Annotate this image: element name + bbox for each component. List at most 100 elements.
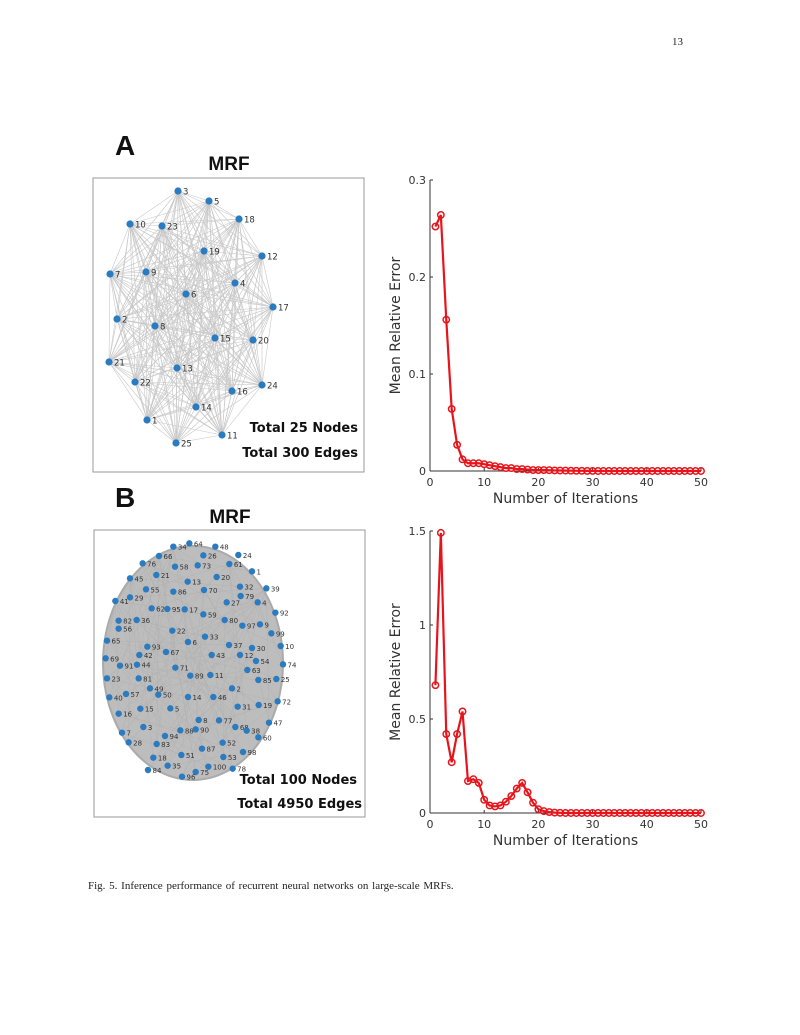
graph-node-label: 21 <box>161 572 170 580</box>
data-point <box>637 809 646 817</box>
graph-node <box>192 403 200 411</box>
graph-edge <box>208 200 263 257</box>
graph-edge <box>198 719 247 731</box>
graph-edge <box>129 223 274 308</box>
graph-node <box>174 187 182 195</box>
graph-edge <box>154 325 177 444</box>
data-point <box>642 467 651 475</box>
graph-edge <box>108 271 147 363</box>
graph-edge <box>146 384 263 421</box>
graph-node <box>115 625 122 632</box>
graph-edge <box>172 630 176 668</box>
graph-node-label: 16 <box>123 711 132 719</box>
y-axis-label: Mean Relative Error <box>388 256 404 394</box>
data-point <box>453 440 462 449</box>
graph-node-label: 24 <box>243 552 252 560</box>
graph-edge <box>161 225 274 308</box>
data-point <box>534 466 543 474</box>
graph-node-label: 23 <box>167 223 178 233</box>
graph-node <box>146 685 154 692</box>
x-tick-label: 20 <box>531 818 545 831</box>
graph-node-label: 12 <box>245 652 254 660</box>
graph-edge <box>218 701 278 721</box>
graph-edge <box>154 293 187 327</box>
graph-stat-edges: Total 4950 Edges <box>237 797 362 812</box>
graph-edge <box>106 640 230 646</box>
graph-node-label: 56 <box>123 626 132 634</box>
graph-edge <box>161 225 236 284</box>
graph-edge <box>105 600 116 659</box>
graph-node-label: 90 <box>200 726 209 734</box>
graph-edge <box>134 381 148 421</box>
graph-node <box>258 381 266 389</box>
graph-edge <box>185 255 263 295</box>
graph-edge <box>128 726 144 743</box>
graph-node-label: 39 <box>271 585 280 593</box>
graph-node-label: 3 <box>183 188 188 198</box>
data-point <box>577 466 586 475</box>
data-point <box>604 467 613 475</box>
graph-edge <box>145 271 274 308</box>
data-point <box>458 707 467 716</box>
graph-node <box>148 605 155 612</box>
graph-edge <box>109 223 131 275</box>
graph-node-label: 3 <box>148 724 152 732</box>
graph-node-label: 1 <box>257 568 261 576</box>
graph-node <box>115 710 122 717</box>
graph-node <box>139 560 146 567</box>
data-point <box>621 467 630 475</box>
graph-node-label: 18 <box>244 216 255 226</box>
data-point <box>566 466 575 475</box>
graph-node-label: 24 <box>267 382 278 392</box>
graph-edge <box>154 325 254 341</box>
graph-node-label: 9 <box>265 621 269 629</box>
data-point <box>675 467 684 475</box>
graph-stat-nodes: Total 100 Nodes <box>240 773 358 788</box>
data-point <box>577 809 586 817</box>
graph-node-label: 41 <box>120 598 129 606</box>
graph-node <box>235 551 242 559</box>
y-axis-label: Mean Relative Error <box>388 603 404 741</box>
graph-node-label: 47 <box>274 720 283 728</box>
graph-edge <box>175 337 216 444</box>
data-point <box>436 210 445 219</box>
graph-edge <box>221 384 263 436</box>
graph-edge <box>181 647 253 777</box>
graph-node-label: 46 <box>218 694 227 702</box>
data-point <box>626 809 635 817</box>
data-point <box>664 809 673 817</box>
graph-node-label: 29 <box>135 594 144 602</box>
graph-edge <box>184 563 230 610</box>
graph-edge <box>203 200 210 252</box>
graph-node <box>207 671 214 679</box>
data-point <box>632 467 640 475</box>
graph-node <box>252 657 260 665</box>
data-point <box>447 404 456 413</box>
graph-node <box>201 633 209 640</box>
graph-edge <box>175 339 254 444</box>
graph-node-label: 19 <box>263 702 272 710</box>
graph-edge <box>175 390 233 444</box>
data-point <box>523 465 532 474</box>
x-tick-label: 30 <box>586 476 600 489</box>
graph-edge <box>229 563 247 731</box>
graph-node <box>243 727 250 734</box>
graph-edge <box>146 419 223 436</box>
graph-node <box>273 675 280 683</box>
graph-node <box>116 662 124 669</box>
data-point <box>637 467 646 475</box>
graph-edge <box>147 602 258 771</box>
graph-node <box>212 543 219 550</box>
graph-node <box>229 765 236 772</box>
graph-node-label: 55 <box>151 586 160 594</box>
graph-node <box>258 252 266 260</box>
graph-node-label: 49 <box>155 685 164 693</box>
graph-edge <box>129 223 177 444</box>
graph-node-label: 8 <box>203 717 207 725</box>
data-point <box>501 464 510 473</box>
graph-edge <box>136 619 253 649</box>
graph-edge <box>195 255 263 408</box>
graph-node <box>226 560 233 568</box>
data-point <box>501 797 510 806</box>
graph-edge <box>195 406 223 436</box>
